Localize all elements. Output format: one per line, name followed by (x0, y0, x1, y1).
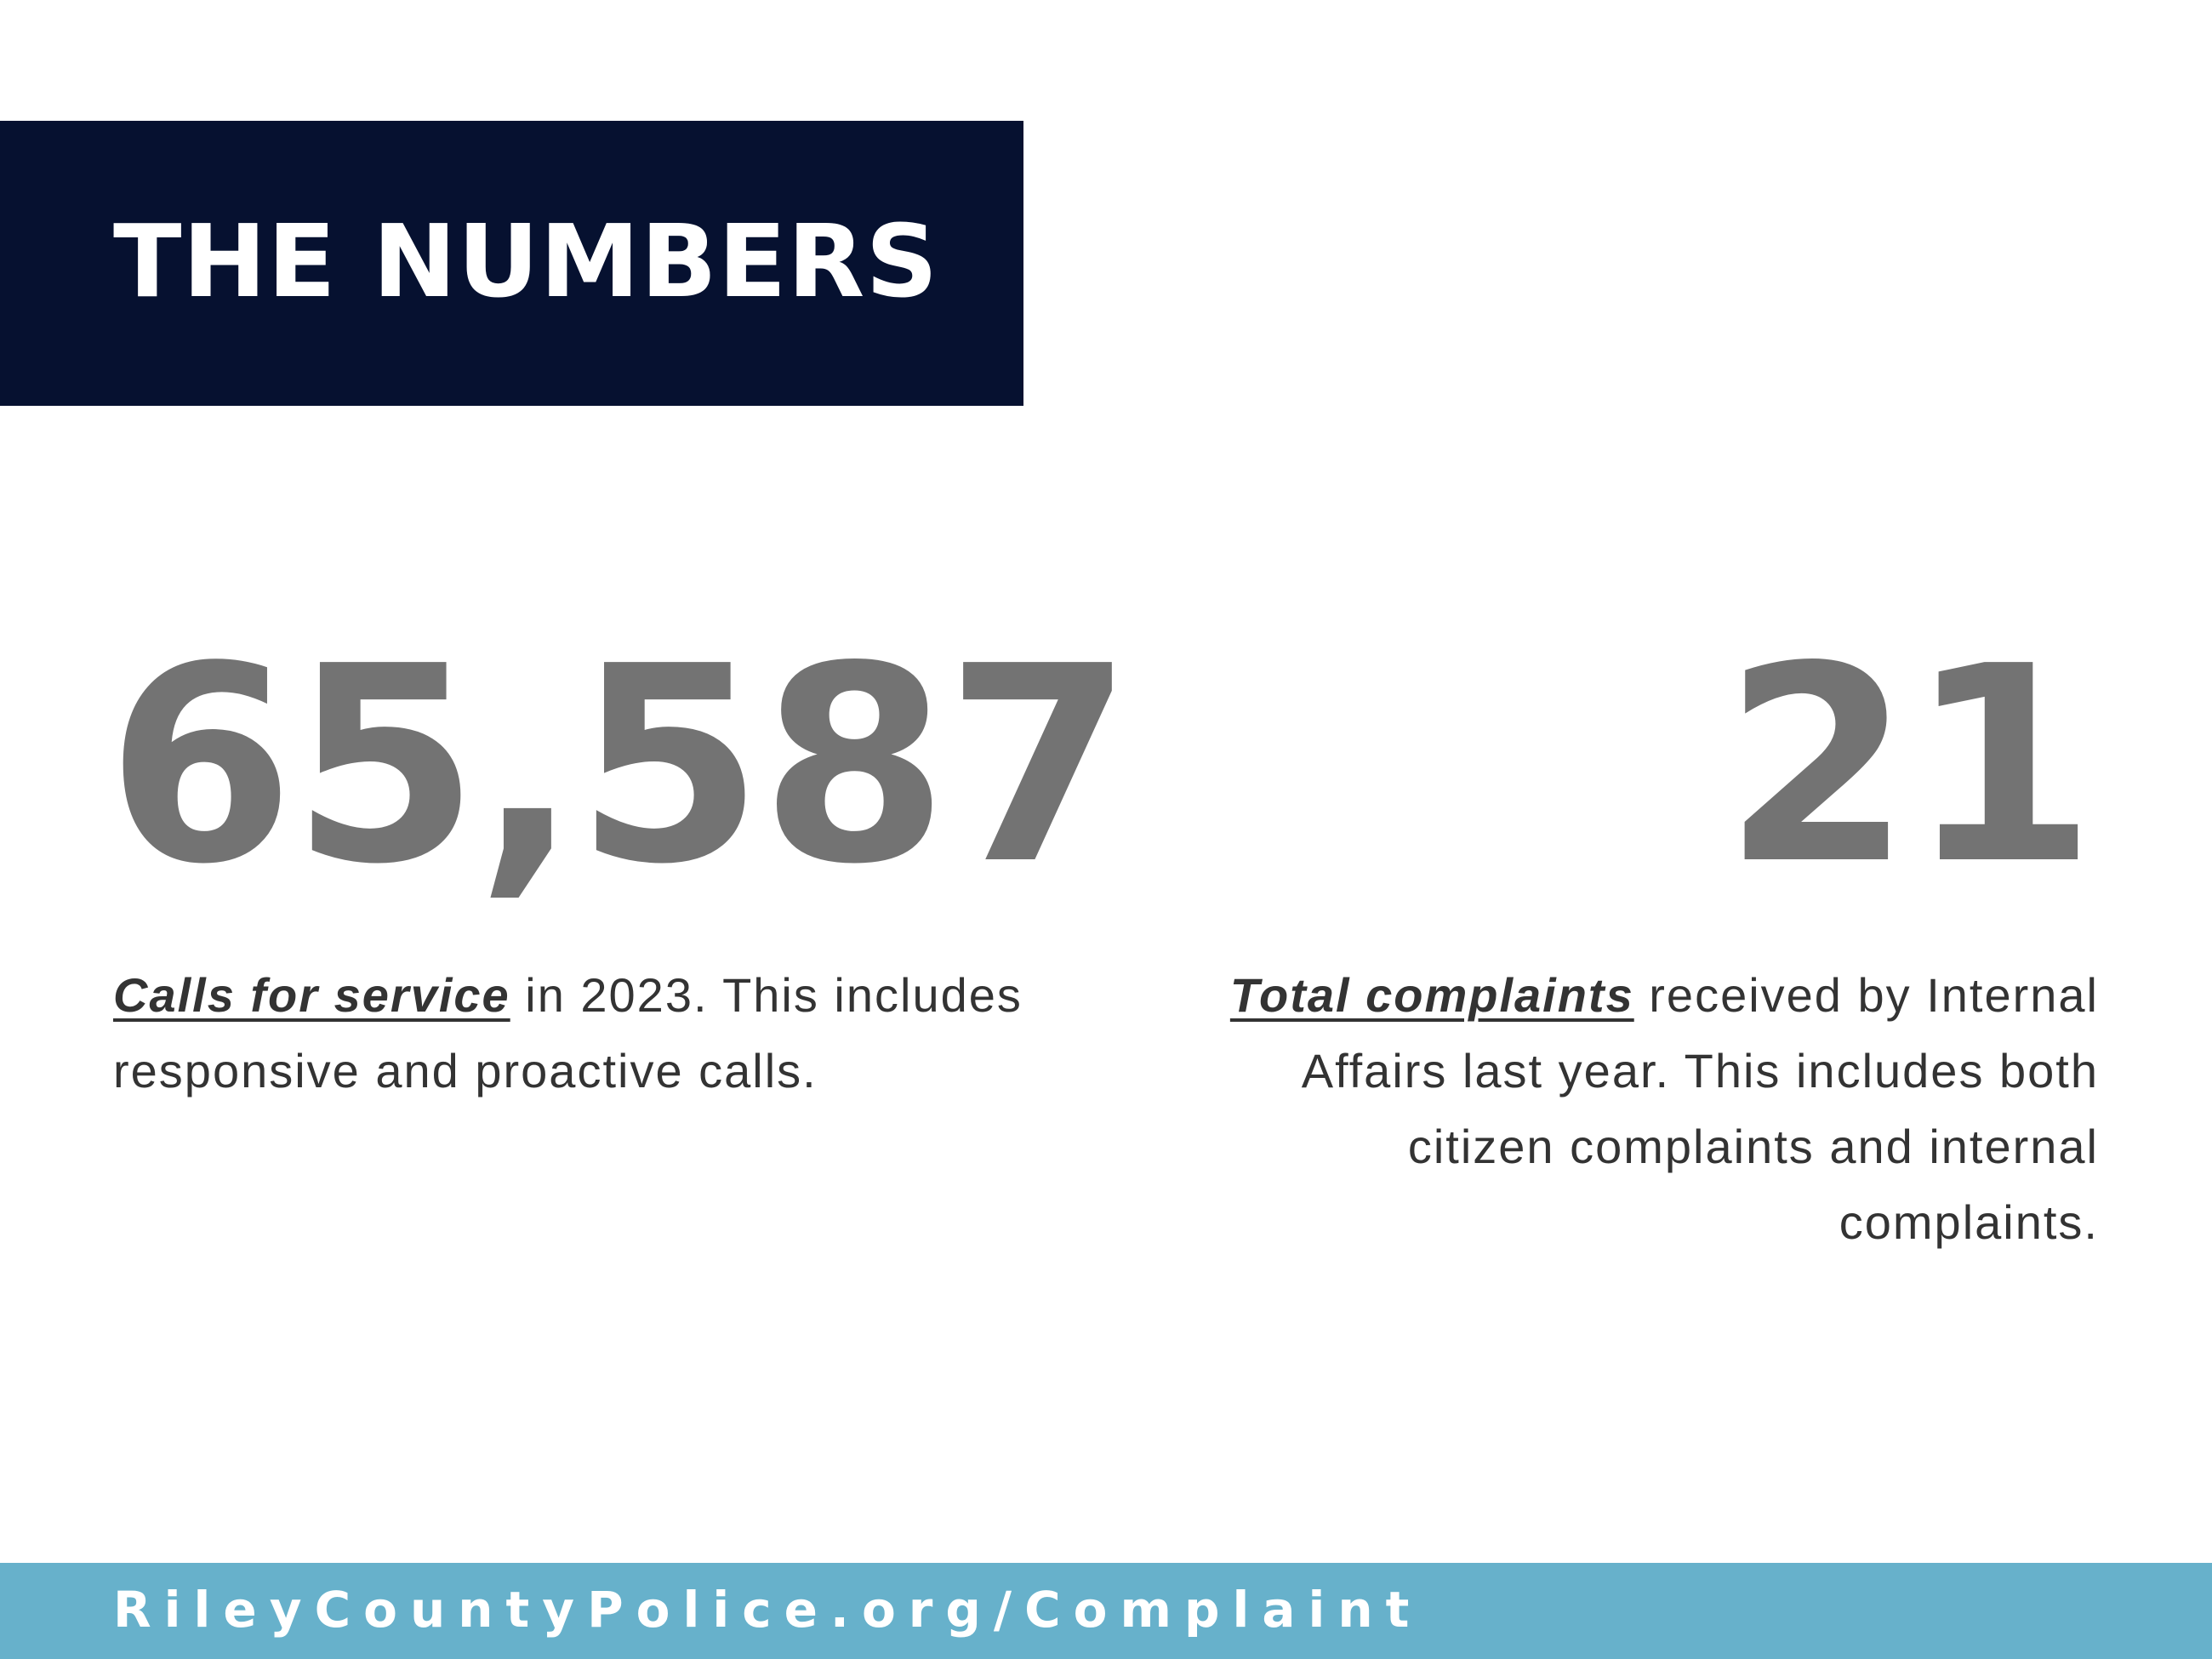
total-complaints-number: 21 (1723, 608, 2096, 923)
calls-for-service-number: 65,587 (106, 608, 1133, 923)
footer-bar: RileyCountyPolice.org/Complaint (0, 1563, 2212, 1659)
complaint-link[interactable]: RileyCountyPolice.org/Complaint (113, 1581, 1422, 1639)
calls-for-service-text: in 2023. This includes responsive and pr… (113, 968, 1023, 1097)
calls-for-service-description: Calls for service in 2023. This includes… (113, 957, 1049, 1109)
calls-for-service-highlight: Calls for service (113, 968, 510, 1022)
title-banner (0, 121, 1023, 406)
total-complaints-highlight: Total complaints (1229, 968, 1634, 1022)
total-complaints-description: Total complaints received by Internal Af… (1163, 957, 2099, 1260)
page-title: THE NUMBERS (113, 202, 939, 320)
total-complaints-text: received by Internal Affairs last year. … (1301, 968, 2099, 1249)
